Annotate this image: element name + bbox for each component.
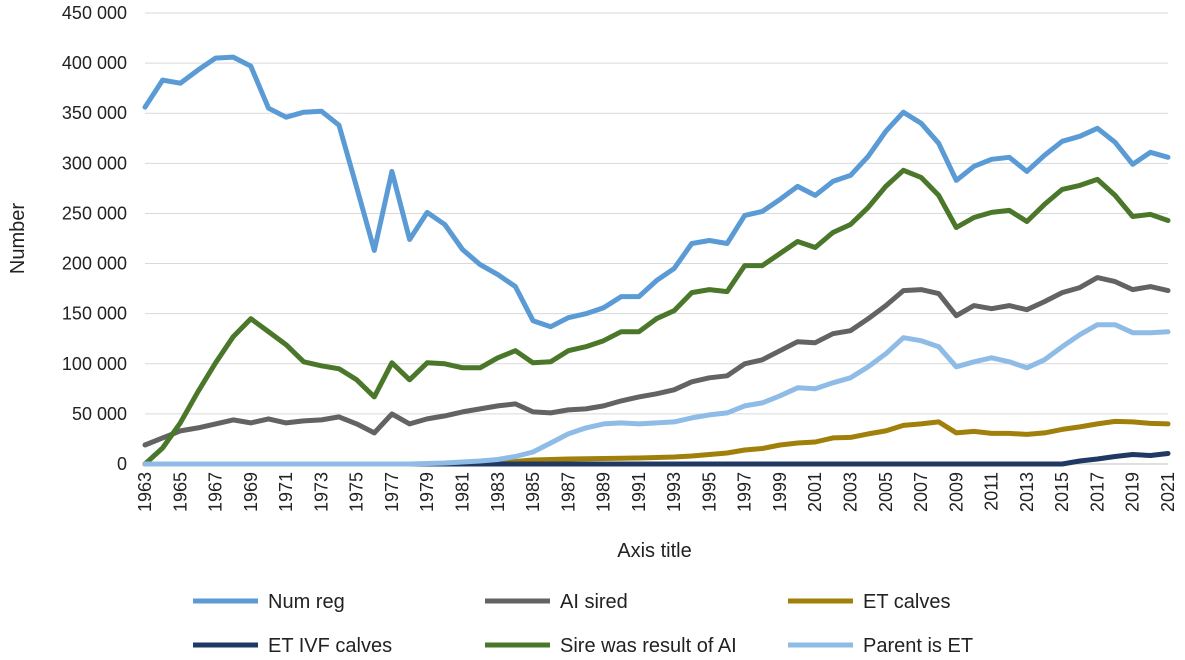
- series-lines: [142, 54, 1171, 467]
- x-tick-label: 2003: [841, 472, 861, 512]
- legend-label: AI sired: [560, 591, 628, 613]
- x-tick-label: 1965: [170, 472, 190, 512]
- legend-label: Num reg: [268, 591, 345, 613]
- legend-label: Sire was result of AI: [560, 635, 737, 657]
- legend-label: ET IVF calves: [268, 635, 392, 657]
- x-tick-label: 1983: [488, 472, 508, 512]
- y-tick-label: 400 000: [62, 53, 127, 73]
- x-tick-label: 2001: [805, 472, 825, 512]
- series-line-0: [142, 54, 1171, 330]
- y-tick-label: 200 000: [62, 254, 127, 274]
- x-tick-label: 1993: [664, 472, 684, 512]
- series-line-4: [142, 167, 1171, 467]
- x-tick-label: 1979: [417, 472, 437, 512]
- x-tick-label: 1977: [382, 472, 402, 512]
- y-tick-label: 250 000: [62, 203, 127, 223]
- x-tick-label: 1995: [699, 472, 719, 512]
- series-line-5: [142, 322, 1171, 467]
- x-tick-label: 1987: [558, 472, 578, 512]
- x-tick-label: 1985: [523, 472, 543, 512]
- legend-label: Parent is ET: [863, 635, 973, 657]
- y-tick-label: 100 000: [62, 354, 127, 374]
- legend-label: ET calves: [863, 591, 950, 613]
- x-tick-label: 2009: [946, 472, 966, 512]
- x-tick-label: 1973: [311, 472, 331, 512]
- y-tick-label: 350 000: [62, 103, 127, 123]
- y-axis-title: Number: [7, 203, 29, 274]
- x-tick-label: 1997: [735, 472, 755, 512]
- x-tick-label: 1975: [347, 472, 367, 512]
- x-axis-title: Axis title: [617, 540, 691, 562]
- x-tick-label: 1971: [276, 472, 296, 512]
- legend: Num reg AI sired ET calves ET IVF calves Sir…: [193, 591, 973, 657]
- series-line-1: [142, 275, 1171, 448]
- x-tick-label: 2017: [1087, 472, 1107, 512]
- x-tick-label: 2019: [1123, 472, 1143, 512]
- x-axis-ticks: 1963 1965 1967 1969 1971 1973 1975 1977 1979 1981…: [135, 472, 1178, 512]
- x-tick-label: 1969: [241, 472, 261, 512]
- x-tick-label: 1999: [770, 472, 790, 512]
- y-axis-ticks: 0 50 000 100 000 150 000 200 000 250 000 300 0…: [62, 3, 127, 474]
- x-tick-label: 2013: [1017, 472, 1037, 512]
- x-tick-label: 2021: [1158, 472, 1178, 512]
- y-tick-label: 300 000: [62, 153, 127, 173]
- y-tick-label: 0: [117, 454, 127, 474]
- x-tick-label: 1991: [629, 472, 649, 512]
- y-tick-label: 450 000: [62, 3, 127, 23]
- x-tick-label: 2007: [911, 472, 931, 512]
- y-tick-label: 50 000: [72, 404, 127, 424]
- x-tick-label: 2011: [982, 472, 1002, 511]
- x-tick-label: 2015: [1052, 472, 1072, 512]
- x-tick-label: 1967: [206, 472, 226, 512]
- y-tick-label: 150 000: [62, 304, 127, 324]
- x-tick-label: 2005: [876, 472, 896, 512]
- x-tick-label: 1989: [594, 472, 614, 512]
- x-tick-label: 1981: [452, 472, 472, 512]
- series-line-2: [142, 418, 1171, 467]
- x-tick-label: 1963: [135, 472, 155, 512]
